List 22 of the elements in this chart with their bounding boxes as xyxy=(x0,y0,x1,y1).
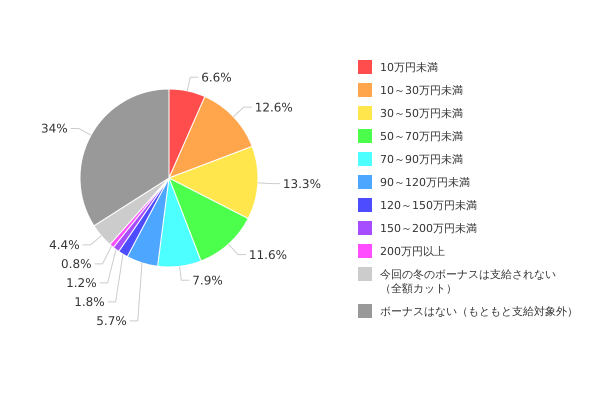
legend-label: 150～200万円未満 xyxy=(380,222,477,235)
data-label: 6.6% xyxy=(201,70,232,84)
data-label: 0.8% xyxy=(61,257,92,272)
data-label: 12.6% xyxy=(254,100,293,114)
legend-label: 90～120万円未満 xyxy=(380,176,470,189)
legend-label: 30～50万円未満 xyxy=(380,106,463,120)
legend-label: ボーナスはない（もともと支給対象外） xyxy=(380,304,578,318)
legend-label: 120～150万円未満 xyxy=(380,198,477,212)
data-label: 4.4% xyxy=(49,238,80,252)
legend-label: 200万円以上 xyxy=(380,244,445,258)
data-label: 13.3% xyxy=(282,176,321,191)
legend-label: 50～70万円未満 xyxy=(380,130,463,143)
data-label: 11.6% xyxy=(248,248,288,262)
legend-label: 10万円未満 xyxy=(380,60,438,74)
data-label: 7.9% xyxy=(192,273,223,288)
data-label: 1.2% xyxy=(66,276,97,290)
data-label: 1.8% xyxy=(74,295,105,310)
legend-label: 今回の冬のボーナスは支給されない（全額カット） xyxy=(380,268,556,295)
legend-label: 70～90万円未満 xyxy=(380,152,463,166)
data-label: 34% xyxy=(41,122,68,136)
legend-label: 10～30万円未満 xyxy=(380,84,463,97)
data-label: 5.7% xyxy=(96,314,127,328)
